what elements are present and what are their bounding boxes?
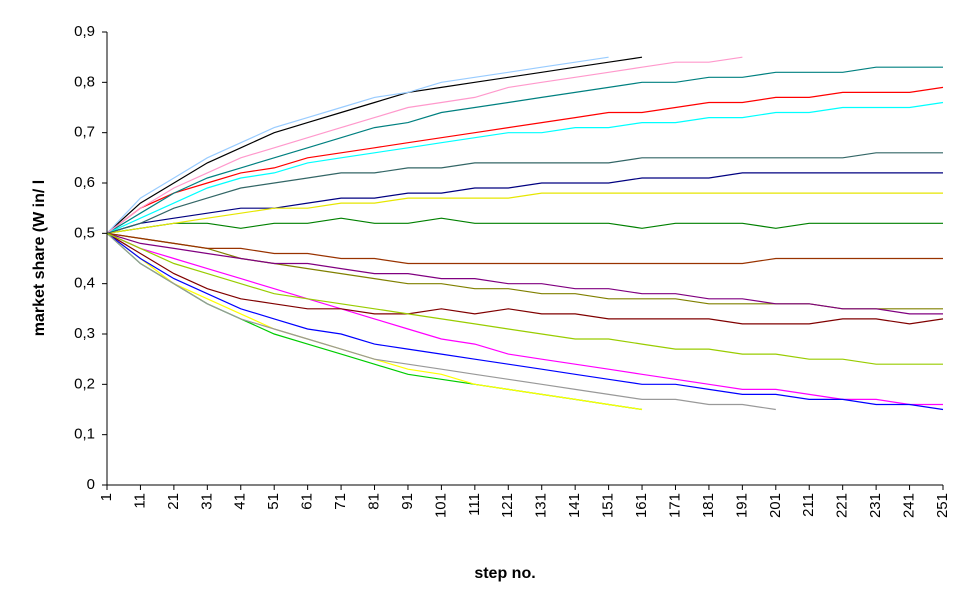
series-line (106, 232, 943, 315)
x-tick-label: 201 (767, 493, 784, 518)
x-tick-label: 231 (867, 493, 884, 518)
x-tick-label: 141 (566, 493, 583, 518)
y-tick-label: 0,8 (74, 73, 95, 90)
series-line (106, 232, 943, 265)
x-tick-label: 171 (666, 493, 683, 518)
x-tick-label: 241 (901, 493, 918, 518)
y-tick-label: 0,3 (74, 325, 95, 342)
series-line (106, 56, 643, 234)
x-tick-label: 71 (332, 493, 349, 510)
y-tick-label: 0,1 (74, 426, 95, 443)
y-tick-label: 0,6 (74, 174, 95, 191)
x-tick-label: 51 (265, 493, 282, 510)
x-tick-label: 81 (365, 493, 382, 510)
series-line (106, 86, 944, 234)
x-tick-label: 131 (533, 493, 550, 518)
x-tick-label: 221 (834, 493, 851, 518)
x-tick-label: 31 (198, 493, 215, 510)
y-tick-label: 0,2 (74, 375, 95, 392)
series-line (106, 232, 944, 411)
series-line (106, 232, 943, 406)
x-tick-label: 1 (98, 493, 115, 501)
x-tick-label: 21 (165, 493, 182, 510)
x-tick-label: 181 (700, 493, 717, 518)
x-tick-label: 191 (733, 493, 750, 518)
series-line (106, 232, 776, 411)
series-line (106, 101, 944, 234)
series-line (106, 192, 943, 234)
x-tick-label: 111 (466, 493, 483, 516)
x-tick-label: 101 (432, 493, 449, 518)
x-tick-label: 41 (232, 493, 249, 510)
x-tick-label: 121 (499, 493, 516, 518)
x-tick-label: 161 (633, 493, 650, 518)
series-line (106, 56, 609, 234)
series-line (106, 152, 943, 234)
series-line (106, 172, 943, 234)
x-tick-label: 91 (399, 493, 416, 510)
series-line (106, 232, 943, 310)
series-line (106, 217, 943, 234)
x-tick-label: 11 (131, 493, 148, 509)
series-line (106, 232, 943, 365)
series-line (106, 232, 944, 325)
y-tick-label: 0,4 (74, 275, 95, 292)
series-line (106, 56, 743, 234)
x-axis-label: step no. (474, 565, 535, 582)
y-tick-label: 0,7 (74, 124, 95, 141)
y-axis-label: market share (W in/ l (31, 180, 48, 337)
x-tick-label: 151 (600, 493, 617, 518)
x-tick-label: 211 (800, 493, 817, 517)
y-tick-label: 0,5 (74, 224, 95, 241)
x-tick-label: 251 (934, 493, 951, 518)
series-line (106, 232, 643, 411)
series-line (106, 232, 643, 411)
x-tick-label: 61 (299, 493, 316, 510)
y-tick-label: 0 (87, 476, 95, 493)
y-tick-label: 0,9 (74, 23, 95, 40)
series-line (106, 66, 943, 234)
